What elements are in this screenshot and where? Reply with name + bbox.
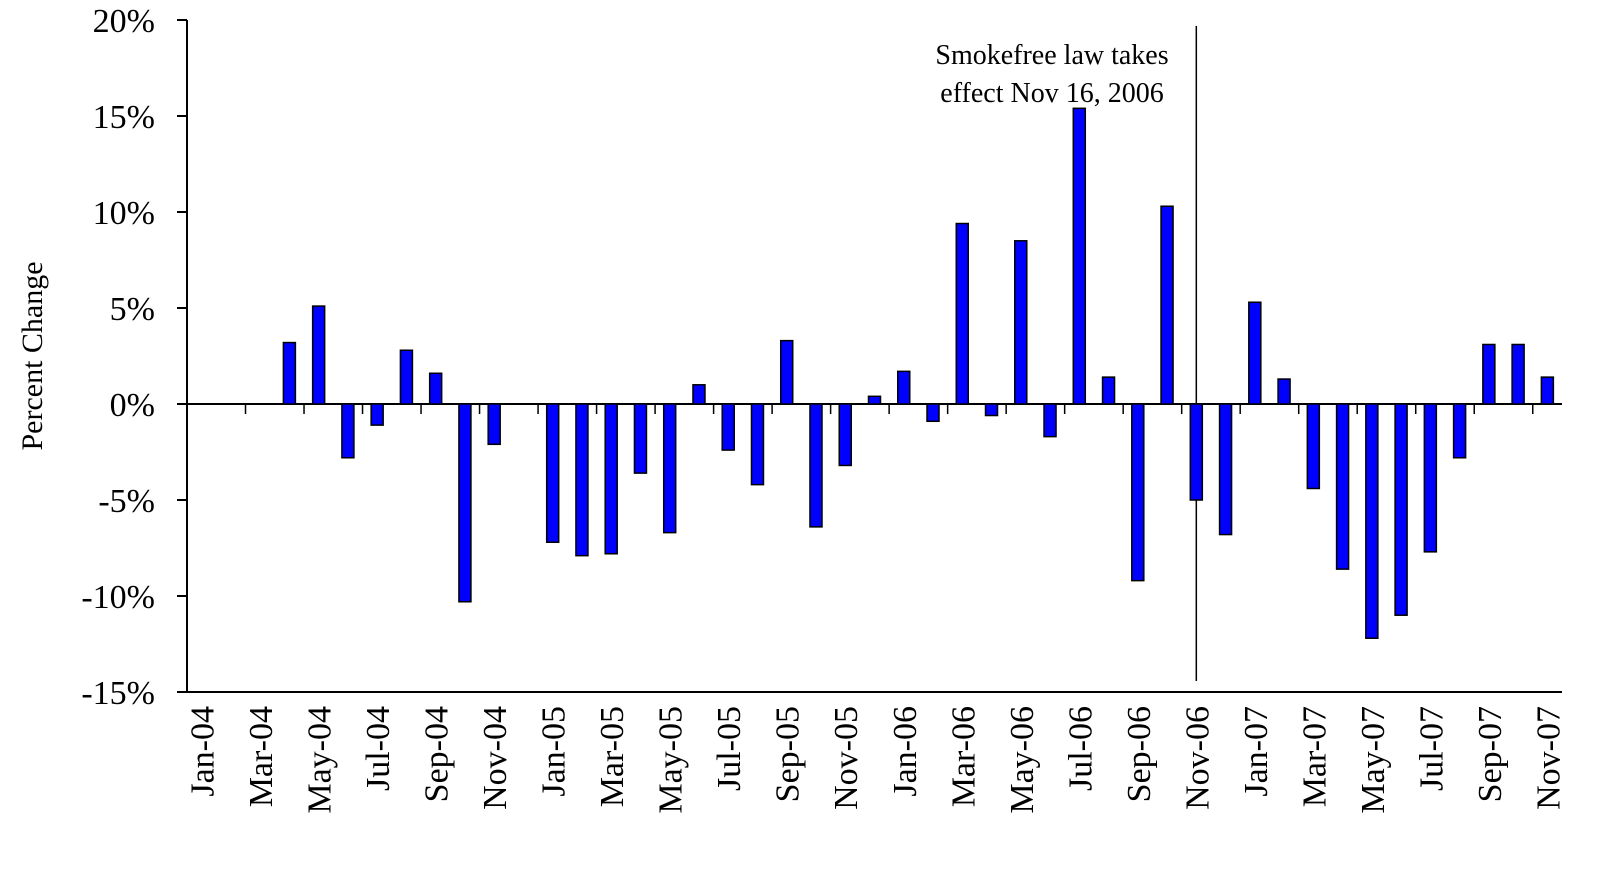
bar <box>487 403 501 446</box>
bar <box>721 403 735 451</box>
bar <box>1101 376 1116 405</box>
bar <box>370 403 384 426</box>
y-tick-label: -15% <box>81 675 155 712</box>
bar <box>1189 403 1204 501</box>
x-tick-label: Jul-04 <box>360 706 397 791</box>
x-tick-label: May-07 <box>1355 706 1392 814</box>
x-tick-label: Jan-07 <box>1238 706 1275 797</box>
x-tick-label: May-05 <box>653 706 690 814</box>
x-tick-label: Mar-06 <box>945 706 982 807</box>
x-tick-label: Nov-07 <box>1530 706 1567 810</box>
bar <box>1277 378 1291 405</box>
y-tick-label: -10% <box>81 579 155 616</box>
bar <box>1160 205 1174 405</box>
bar <box>1394 403 1408 616</box>
x-tick-label: May-04 <box>302 706 339 814</box>
x-tick-label: Jan-05 <box>536 706 573 797</box>
x-tick-label: Mar-05 <box>594 706 631 807</box>
x-tick-label: Mar-07 <box>1296 706 1333 807</box>
bar <box>428 372 443 405</box>
bar <box>1131 403 1145 582</box>
bar <box>311 305 326 405</box>
bar <box>1511 343 1525 405</box>
bar <box>692 384 706 405</box>
bar <box>1365 403 1379 639</box>
y-tick-label: 0% <box>110 387 155 424</box>
x-tick-label: Jul-07 <box>1413 706 1450 791</box>
bar <box>282 341 297 405</box>
x-tick-label: May-06 <box>1004 706 1041 814</box>
bar <box>1540 376 1555 405</box>
x-tick-label: Sep-05 <box>770 706 807 802</box>
bar <box>1452 403 1467 459</box>
bar <box>838 403 852 467</box>
bar <box>575 403 589 557</box>
y-tick-label: -5% <box>98 483 155 520</box>
x-tick-label: Nov-06 <box>1179 706 1216 810</box>
bar <box>779 339 794 405</box>
bar <box>984 403 999 417</box>
x-tick-label: Mar-04 <box>243 706 280 807</box>
bar <box>955 222 970 405</box>
bar <box>1482 343 1496 405</box>
bar <box>926 403 940 423</box>
x-tick-label: Sep-07 <box>1472 706 1509 802</box>
y-tick-label: 5% <box>110 291 155 328</box>
bar <box>809 403 823 528</box>
bar <box>897 370 911 405</box>
x-tick-label: Sep-04 <box>419 706 456 802</box>
x-tick-label: Sep-06 <box>1121 706 1158 802</box>
x-tick-label: Jul-06 <box>1062 706 1099 791</box>
x-tick-label: Jan-06 <box>887 706 924 797</box>
bar <box>750 403 765 486</box>
x-tick-label: Nov-05 <box>828 706 865 810</box>
bar <box>1248 301 1262 405</box>
bar <box>1335 403 1350 570</box>
bar <box>867 395 882 405</box>
bar <box>1014 240 1028 405</box>
bar <box>662 403 677 534</box>
bar <box>604 403 618 555</box>
bar <box>1043 403 1057 438</box>
bar <box>1306 403 1321 490</box>
bar <box>458 403 472 603</box>
bar <box>1423 403 1438 553</box>
x-tick-label: Jul-05 <box>711 706 748 791</box>
annotation-line: effect Nov 16, 2006 <box>940 78 1163 109</box>
x-tick-label: Nov-04 <box>477 706 514 810</box>
annotation-line: Smokefree law takes <box>935 40 1168 71</box>
bar <box>399 349 414 405</box>
bar <box>1218 403 1233 536</box>
y-tick-label: 20% <box>93 3 155 40</box>
bar <box>341 403 355 459</box>
x-tick-label: Jan-04 <box>185 706 222 797</box>
bar <box>633 403 648 474</box>
y-axis-title: Percent Change <box>16 261 49 450</box>
bar <box>545 403 560 543</box>
bar <box>1072 107 1087 405</box>
y-tick-label: 10% <box>93 195 155 232</box>
y-tick-label: 15% <box>93 99 155 136</box>
